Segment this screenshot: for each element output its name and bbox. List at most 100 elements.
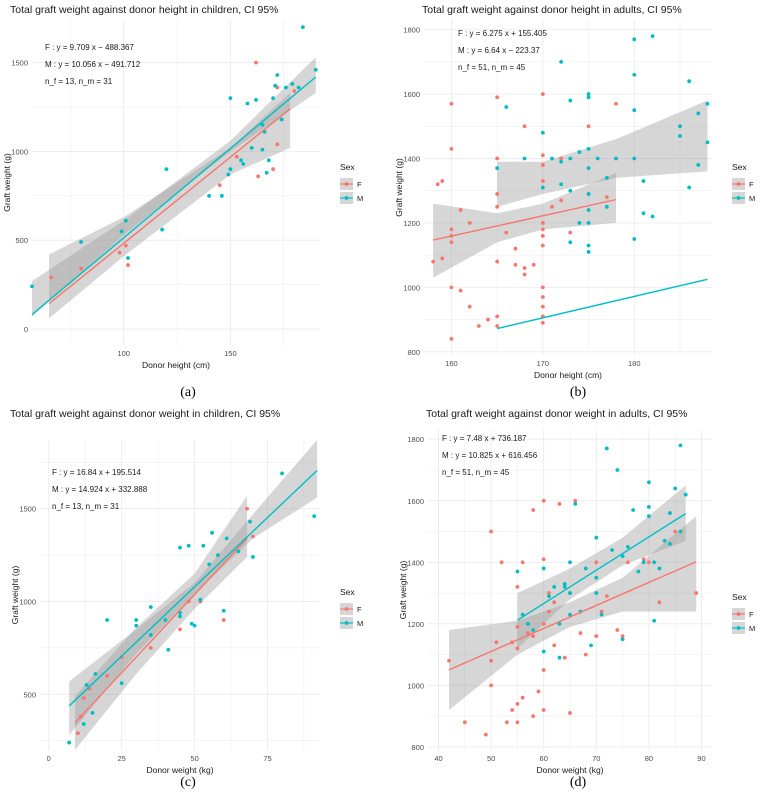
point-M — [610, 548, 614, 552]
legend-key-point-M — [736, 196, 741, 200]
point-F — [126, 263, 130, 267]
point-M — [189, 621, 194, 626]
x-tick-label: 25 — [117, 754, 125, 763]
series-F — [49, 60, 297, 280]
point-M — [568, 156, 573, 161]
point-M — [254, 98, 258, 102]
point-F — [540, 221, 545, 225]
point-F — [495, 156, 500, 161]
point-F — [541, 708, 546, 712]
equation-annotation: M : y = 10.056 x − 491.712 — [45, 60, 141, 69]
point-F — [531, 508, 536, 512]
point-M — [586, 221, 591, 225]
ci-band-F — [433, 173, 616, 278]
ci-band-F — [75, 495, 248, 750]
point-F — [440, 179, 445, 183]
point-F — [467, 221, 472, 225]
point-F — [541, 668, 546, 672]
point-M — [589, 643, 593, 648]
point-F — [694, 591, 699, 595]
point-M — [683, 492, 688, 497]
point-M — [586, 243, 591, 248]
point-F — [531, 262, 536, 267]
series-M — [67, 471, 317, 745]
equation-annotation: F : y = 9.709 x − 488.367 — [45, 43, 135, 52]
point-M — [119, 681, 124, 686]
point-F — [449, 146, 454, 151]
point-M — [279, 117, 284, 122]
point-F — [513, 246, 518, 251]
equation-annotation: F : y = 6.275 x + 155.405 — [458, 29, 548, 38]
point-F — [217, 183, 222, 188]
point-M — [557, 655, 562, 660]
legend-key-point-M — [344, 196, 349, 200]
point-F — [234, 154, 239, 159]
point-M — [148, 605, 153, 609]
point-M — [228, 96, 233, 101]
point-M — [650, 214, 655, 219]
point-M — [219, 193, 224, 198]
equation-annotation: F : y = 7.48 x + 736.187 — [442, 434, 527, 443]
point-F — [440, 256, 445, 261]
x-tick-label: 60 — [540, 754, 548, 763]
point-M — [632, 72, 637, 77]
point-M — [573, 501, 578, 506]
point-F — [483, 732, 488, 737]
legend-title: Sex — [340, 162, 355, 172]
point-M — [678, 134, 682, 138]
point-M — [668, 511, 672, 515]
point-F — [245, 506, 249, 511]
point-M — [559, 59, 564, 64]
series-M — [515, 443, 688, 660]
point-M — [192, 623, 197, 628]
point-M — [504, 105, 509, 109]
point-M — [251, 555, 255, 559]
point-M — [631, 508, 636, 512]
point-F — [254, 60, 258, 65]
x-tick-label: 50 — [190, 754, 198, 763]
point-M — [687, 185, 692, 190]
ci-band-F — [449, 516, 697, 710]
point-F — [522, 266, 527, 270]
point-M — [586, 146, 591, 151]
point-M — [604, 204, 609, 209]
point-F — [148, 646, 153, 650]
point-F — [568, 230, 573, 235]
point-F — [547, 609, 551, 614]
point-M — [568, 240, 573, 245]
point-F — [614, 101, 618, 106]
point-M — [301, 25, 305, 30]
point-M — [568, 98, 573, 103]
point-M — [79, 240, 83, 244]
point-F — [79, 266, 83, 271]
legend-key-point-M — [344, 621, 349, 625]
point-M — [595, 156, 600, 161]
point-M — [249, 145, 254, 150]
point-M — [541, 566, 546, 571]
y-tick-label: 1500 — [11, 59, 28, 68]
point-M — [312, 514, 317, 519]
point-F — [123, 243, 128, 248]
point-M — [632, 237, 637, 241]
point-F — [562, 655, 567, 660]
legend-key-point-F — [736, 182, 741, 186]
point-F — [646, 560, 651, 565]
fit-line-M — [517, 513, 687, 621]
x-axis-label: Donor weight (kg) — [146, 765, 213, 775]
point-F — [526, 631, 530, 635]
point-M — [226, 172, 231, 177]
legend-title: Sex — [732, 592, 747, 602]
y-tick-label: 500 — [23, 690, 36, 699]
point-F — [476, 324, 481, 328]
point-M — [687, 79, 692, 84]
point-M — [586, 250, 591, 254]
point-F — [495, 95, 500, 100]
point-F — [513, 262, 518, 267]
legend-label-M: M — [357, 619, 363, 628]
point-M — [236, 549, 241, 554]
point-M — [239, 158, 243, 163]
point-F — [447, 658, 451, 663]
